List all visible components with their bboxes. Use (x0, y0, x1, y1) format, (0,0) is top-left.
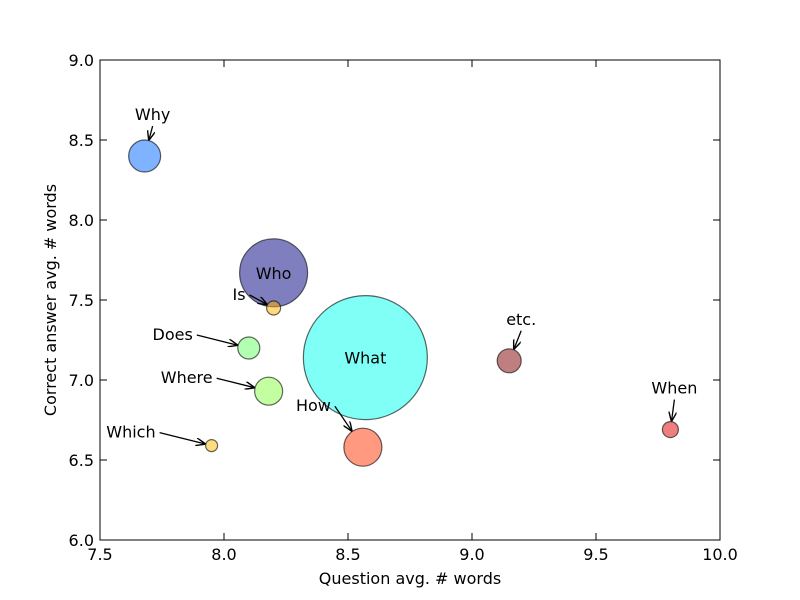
x-axis-title: Question avg. # words (319, 569, 501, 588)
bubble-label-is: Is (233, 285, 246, 304)
plot-frame (99, 59, 721, 541)
annotation-arrow-which (159, 431, 205, 444)
bubble-when (661, 421, 680, 439)
x-tick-label: 9.5 (583, 545, 608, 564)
bubble-label-why: Why (135, 105, 170, 124)
y-axis-title: Correct answer avg. # words (41, 184, 60, 416)
y-tick-label: 6.0 (69, 531, 94, 550)
y-tick-label: 8.5 (69, 131, 94, 150)
x-tick-label: 10.0 (702, 545, 738, 564)
bubble-how (343, 427, 383, 467)
annotation-arrow-how (334, 405, 352, 430)
bubble-label-who: Who (256, 264, 292, 283)
x-tick-label: 9.0 (459, 545, 484, 564)
annotation-arrow-is (249, 294, 267, 304)
annotations-layer: Why Who Is Does What etc. Where When How Which (106, 105, 697, 444)
bubble-is (266, 300, 282, 316)
bubble-what (302, 295, 428, 421)
y-tick-label: 9.0 (69, 51, 94, 70)
annotation-arrow-why (149, 125, 153, 140)
y-tick-label: 7.0 (69, 371, 94, 390)
annotation-arrow-where (216, 377, 254, 387)
annotation-arrow-when (672, 399, 675, 421)
bubble-label-which: Which (106, 423, 155, 442)
bubble-label-where: Where (161, 368, 213, 387)
y-tick-label: 7.5 (69, 291, 94, 310)
annotation-arrow-etc (514, 330, 522, 349)
bubbles-layer (128, 139, 680, 467)
bubble-etc (496, 348, 522, 374)
x-tick-label: 8.0 (211, 545, 236, 564)
bubble-label-when: When (651, 379, 697, 398)
x-tick-label: 8.5 (335, 545, 360, 564)
y-tick-label: 6.5 (69, 451, 94, 470)
bubble-why (128, 139, 162, 173)
axis-ticks: 7.5 8.0 8.5 9.0 9.5 10.0 6.0 6.5 7.0 7.5 8.0 8.5 9.0 (69, 51, 738, 564)
bubble-label-what: What (344, 349, 386, 368)
bubble-which (205, 439, 219, 453)
bubble-label-etc: etc. (506, 310, 536, 329)
bubble-label-does: Does (153, 325, 193, 344)
bubble-where (254, 376, 284, 406)
bubble-does (237, 336, 261, 360)
annotation-arrow-does (196, 334, 237, 345)
y-tick-label: 8.0 (69, 211, 94, 230)
bubble-label-how: How (296, 396, 331, 415)
x-tick-label: 7.5 (87, 545, 112, 564)
